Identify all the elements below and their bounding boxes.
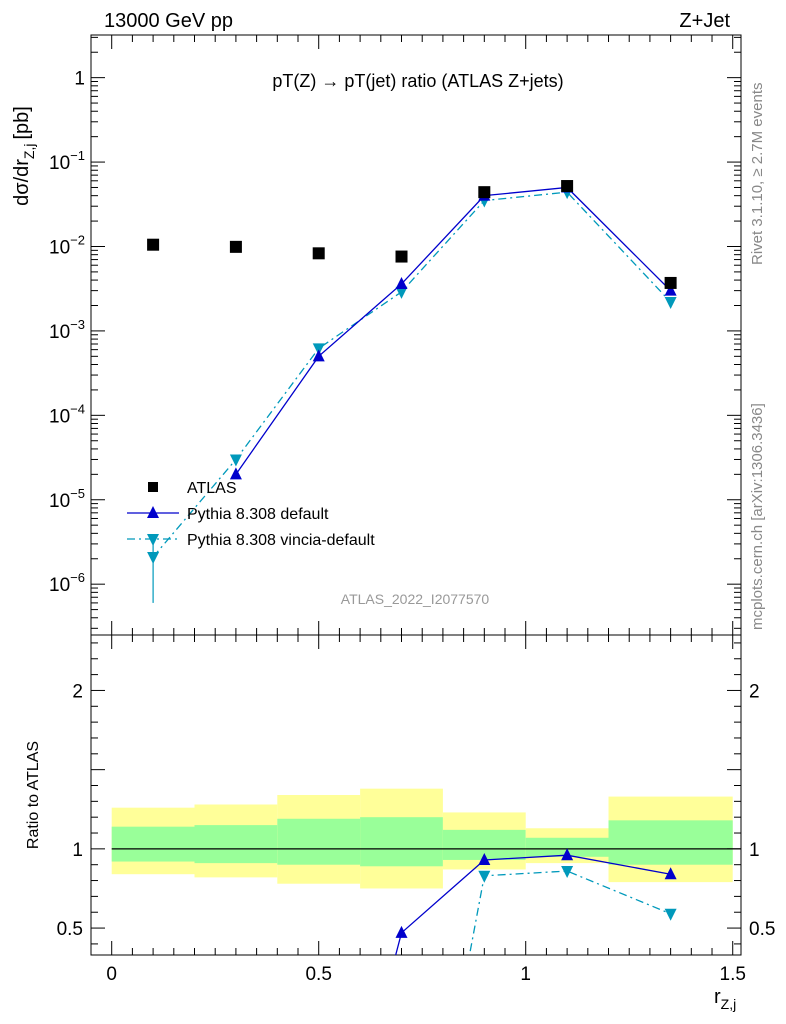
data-point-atlas (395, 250, 408, 263)
legend-marker-pythia-8-308-vincia-default (147, 534, 159, 546)
x-axis-label-sub: Z,j (721, 996, 737, 1012)
x-tick-label: 1 (520, 964, 531, 985)
legend-label-pythia-8-308-vincia-default: Pythia 8.308 vincia-default (187, 532, 375, 549)
header-left-label: 13000 GeV pp (104, 10, 233, 32)
ratio-y-tick-label: 0.5 (57, 919, 83, 940)
data-point-atlas (561, 180, 574, 193)
analysis-watermark: ATLAS_2022_I2077570 (341, 591, 490, 607)
main-y-axis-label-text: dσ/dr (11, 159, 33, 206)
legend-item-pythia-8-308-default: Pythia 8.308 default (127, 506, 329, 523)
ratio-line-pythia-8-308-vincia-default (468, 870, 671, 955)
data-point-pythia-8-308-default (229, 467, 242, 480)
chart-title: pT(Z) → pT(jet) ratio (ATLAS Z+jets) (272, 71, 563, 91)
data-point-pythia-8-308-vincia-default (229, 454, 242, 467)
rivet-label: Rivet 3.1.10, ≥ 2.7M events (749, 83, 766, 266)
main-y-tick-exponent: −3 (70, 317, 85, 332)
x-tick-label: 1.5 (720, 964, 746, 985)
ratio-point-pythia-8-308-default (478, 852, 491, 865)
ratio-y-tick-label-right: 0.5 (749, 919, 775, 940)
x-tick-label: 0.5 (305, 964, 331, 985)
data-point-atlas (664, 276, 677, 289)
series-atlas (147, 180, 677, 289)
main-y-axis-label: dσ/drZ,j [pb] (11, 106, 37, 206)
header-right-label: Z+Jet (679, 10, 730, 32)
chart-title-text: pT(Z) → pT(jet) ratio (ATLAS Z+jets) (272, 71, 563, 91)
main-y-tick-label: 10−1 (49, 148, 85, 174)
main-y-tick-mantissa: 10 (49, 575, 70, 596)
data-point-atlas (147, 238, 160, 251)
ratio-stat-uncertainty-band (525, 837, 609, 857)
main-y-tick-label: 10−6 (49, 570, 85, 596)
ratio-stat-uncertainty-band (608, 820, 733, 865)
main-y-tick-label: 10−2 (49, 232, 85, 258)
ratio-plot-frame (90, 634, 742, 956)
ratio-series-pythia-8-308-vincia-default (468, 866, 677, 955)
x-axis-label-text: r (714, 986, 721, 1008)
ratio-point-pythia-8-308-vincia-default (664, 908, 677, 921)
main-y-tick-mantissa: 10 (49, 237, 70, 258)
ratio-point-pythia-8-308-default (395, 925, 408, 938)
ratio-stat-uncertainty-band (111, 826, 195, 862)
main-y-tick-exponent: −1 (70, 148, 85, 163)
main-y-axis-label-unit: [pb] (11, 106, 33, 139)
legend-label-atlas: ATLAS (187, 480, 237, 497)
data-point-atlas (229, 240, 242, 253)
main-y-axis-label-sub: Z,j (21, 143, 37, 159)
ratio-series-pythia-8-308-default (395, 848, 677, 955)
legend-label-pythia-8-308-default: Pythia 8.308 default (187, 506, 329, 523)
ratio-point-pythia-8-308-default (561, 848, 574, 861)
data-point-pythia-8-308-default (312, 349, 325, 362)
data-point-atlas (478, 186, 491, 199)
ratio-point-pythia-8-308-vincia-default (478, 870, 491, 883)
ratio-stat-uncertainty-band (194, 825, 278, 864)
main-y-tick-label: 10−5 (49, 486, 85, 512)
main-y-tick-exponent: −4 (70, 401, 85, 416)
ratio-stat-uncertainty-band (277, 818, 361, 865)
data-point-pythia-8-308-default (395, 276, 408, 289)
main-plot-panel: 110−110−210−310−410−510−6 pT(Z) → pT(jet… (11, 34, 742, 636)
data-point-pythia-8-308-vincia-default (147, 551, 160, 564)
legend-item-pythia-8-308-vincia-default: Pythia 8.308 vincia-default (127, 532, 375, 549)
x-axis-label: rZ,j (714, 986, 736, 1012)
ratio-point-pythia-8-308-default (664, 867, 677, 880)
main-y-tick-exponent: −6 (70, 570, 85, 585)
data-point-atlas (312, 247, 325, 260)
legend-item-atlas: ATLAS (148, 480, 237, 497)
ratio-point-pythia-8-308-vincia-default (561, 866, 574, 879)
main-y-tick-mantissa: 10 (49, 491, 70, 512)
main-y-tick-exponent: −5 (70, 486, 85, 501)
data-point-pythia-8-308-default (664, 283, 677, 296)
main-y-tick-mantissa: 10 (49, 322, 70, 343)
ratio-y-tick-label: 1 (72, 840, 83, 861)
legend-marker-pythia-8-308-default (147, 506, 159, 518)
main-y-tick-exponent: −2 (70, 232, 85, 247)
main-y-tick-mantissa: 10 (49, 153, 70, 174)
main-y-tick-label: 1 (74, 69, 85, 90)
data-point-pythia-8-308-vincia-default (395, 286, 408, 299)
ratio-plot-panel: 0.5 0.5 1 1 2 2 0 0.5 1 1.5 Ratio to ATLAS rZ,j (25, 634, 775, 1012)
ratio-y-tick-label-right: 1 (749, 840, 760, 861)
ratio-y-tick-label-right: 2 (749, 681, 760, 702)
main-y-tick-mantissa: 10 (49, 406, 70, 427)
x-tick-label: 0 (106, 964, 117, 985)
main-y-tick-label: 10−4 (49, 401, 85, 427)
series-line-pythia-8-308-default (235, 186, 672, 475)
main-y-tick-label: 10−3 (49, 317, 85, 343)
mcplots-label: mcplots.cern.ch [arXiv:1306.3436] (749, 403, 766, 630)
ratio-stat-uncertainty-band (360, 817, 443, 867)
ratio-y-tick-label: 2 (72, 681, 83, 702)
ratio-y-axis-label: Ratio to ATLAS (25, 741, 42, 849)
legend-marker-atlas (148, 482, 158, 492)
legend: ATLAS Pythia 8.308 default Pythia 8.308 vi… (127, 480, 375, 549)
series-pythia-8-308-default (229, 180, 677, 480)
data-point-pythia-8-308-vincia-default (664, 297, 677, 310)
